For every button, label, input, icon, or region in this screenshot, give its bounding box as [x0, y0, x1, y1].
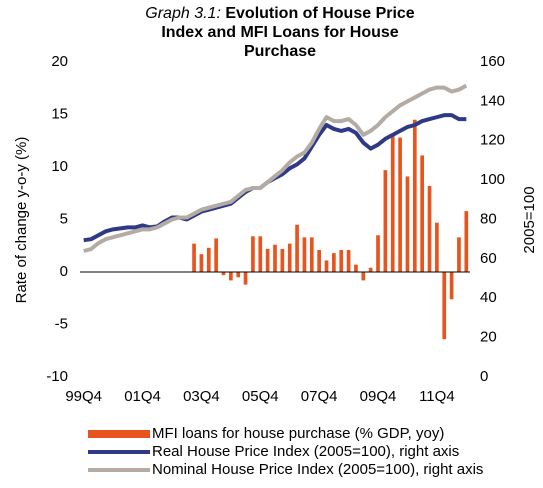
bar [221, 272, 226, 276]
bar [420, 155, 425, 272]
y2-axis-label: 2005=100 [521, 186, 538, 253]
bar [398, 137, 402, 272]
bar [361, 272, 366, 281]
bar [457, 237, 461, 272]
x-tick-label: 11Q4 [419, 388, 455, 405]
bar [324, 260, 329, 272]
y-tick-label: 15 [51, 105, 68, 122]
x-tick-label: 03Q4 [183, 388, 220, 405]
legend-swatch [88, 430, 150, 438]
line [83, 83, 468, 253]
bar [427, 185, 432, 272]
bar [405, 176, 410, 272]
title-label: Graph 3.1: [145, 5, 221, 22]
title-text: Evolution of House Price Index and MFI L… [161, 5, 415, 60]
y-tick-label: -5 [55, 315, 68, 332]
bar [258, 236, 263, 272]
bar [236, 272, 241, 278]
bar [354, 264, 358, 272]
y2-tick-label: 20 [480, 329, 497, 346]
y-tick-label: 20 [51, 53, 68, 70]
bar [339, 249, 344, 272]
bar [243, 272, 248, 285]
chart-title: Graph 3.1: Evolution of House Price Inde… [130, 4, 430, 61]
legend-label: MFI loans for house purchase (% GDP, yoy… [152, 425, 444, 442]
bar [229, 272, 233, 281]
x-tick-label: 09Q4 [360, 388, 397, 405]
bar [273, 244, 277, 272]
legend-label: Nominal House Price Index (2005=100), ri… [152, 461, 483, 478]
bar [302, 237, 307, 272]
bar [332, 253, 336, 272]
y2-tick-label: 40 [480, 289, 497, 306]
y-tick-label: 0 [60, 263, 68, 280]
y2-tick-label: 160 [480, 53, 505, 70]
y2-tick-label: 60 [480, 250, 497, 267]
x-tick-label: 07Q4 [301, 388, 338, 405]
bar [376, 235, 380, 272]
bar [317, 249, 321, 272]
bar [199, 254, 204, 272]
y-tick-label: 10 [51, 158, 68, 175]
x-tick-label: 99Q4 [65, 388, 102, 405]
y2-tick-label: 140 [480, 92, 505, 109]
x-tick-label: 01Q4 [124, 388, 161, 405]
y-tick-label: -10 [46, 368, 68, 385]
bar [464, 211, 469, 272]
bar [412, 119, 417, 272]
bar [309, 237, 314, 272]
y2-tick-label: 80 [480, 210, 497, 227]
bar [206, 247, 211, 272]
y2-tick-label: 100 [480, 171, 505, 188]
bar [192, 243, 196, 272]
y2-tick-label: 0 [480, 368, 488, 385]
bar [287, 243, 292, 272]
bar [435, 222, 439, 272]
bar [295, 224, 299, 272]
bar [280, 248, 285, 272]
y2-tick-label: 120 [480, 132, 505, 149]
bar [346, 249, 351, 272]
bar [449, 272, 454, 300]
bar [251, 236, 255, 272]
bar [214, 238, 218, 272]
bar [383, 170, 388, 272]
bar [368, 267, 373, 272]
bar [442, 272, 447, 340]
bar [265, 248, 270, 272]
bar [390, 135, 395, 272]
x-tick-label: 05Q4 [242, 388, 279, 405]
y-axis-label: Rate of change y-o-y (%) [13, 137, 30, 304]
y-tick-label: 5 [60, 210, 68, 227]
legend-label: Real House Price Index (2005=100), right… [152, 443, 459, 460]
